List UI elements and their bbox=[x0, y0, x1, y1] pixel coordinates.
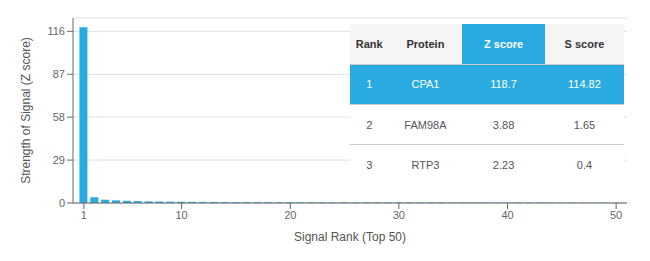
html-text:118.7: 118.7 bbox=[490, 78, 517, 91]
html-text:Protein: Protein bbox=[406, 37, 445, 50]
html-text:2: 2 bbox=[366, 118, 373, 131]
html-text:FAM98A: FAM98A bbox=[404, 118, 447, 131]
html-text:3: 3 bbox=[366, 158, 373, 171]
html-text:0.4: 0.4 bbox=[576, 158, 593, 171]
svg-text:58: 58 bbox=[53, 111, 65, 123]
html-text:S score: S score bbox=[564, 37, 605, 50]
svg-text:Strength of Signal (Z score): Strength of Signal (Z score) bbox=[19, 37, 33, 184]
html-text:1: 1 bbox=[366, 78, 373, 91]
svg-text:87: 87 bbox=[53, 68, 65, 80]
svg-text:30: 30 bbox=[393, 209, 405, 221]
html-text:114.82: 114.82 bbox=[568, 78, 601, 91]
svg-text:10: 10 bbox=[176, 209, 188, 221]
svg-text:Signal Rank (Top 50): Signal Rank (Top 50) bbox=[294, 230, 406, 244]
html-text:CPA1: CPA1 bbox=[411, 78, 440, 91]
svg-text:29: 29 bbox=[53, 154, 65, 166]
svg-text:50: 50 bbox=[610, 209, 622, 221]
html-text:2.23: 2.23 bbox=[492, 158, 515, 171]
html-text:Rank: Rank bbox=[355, 37, 383, 50]
svg-text:40: 40 bbox=[501, 209, 513, 221]
svg-text:0: 0 bbox=[59, 197, 65, 209]
html-text:Z score: Z score bbox=[484, 37, 524, 50]
html-text:RTP3: RTP3 bbox=[411, 158, 440, 171]
svg-text:20: 20 bbox=[284, 209, 296, 221]
svg-text:116: 116 bbox=[47, 25, 65, 37]
html-text:3.88: 3.88 bbox=[492, 118, 515, 131]
html-text:1.65: 1.65 bbox=[573, 118, 596, 131]
svg-text:1: 1 bbox=[81, 209, 87, 221]
